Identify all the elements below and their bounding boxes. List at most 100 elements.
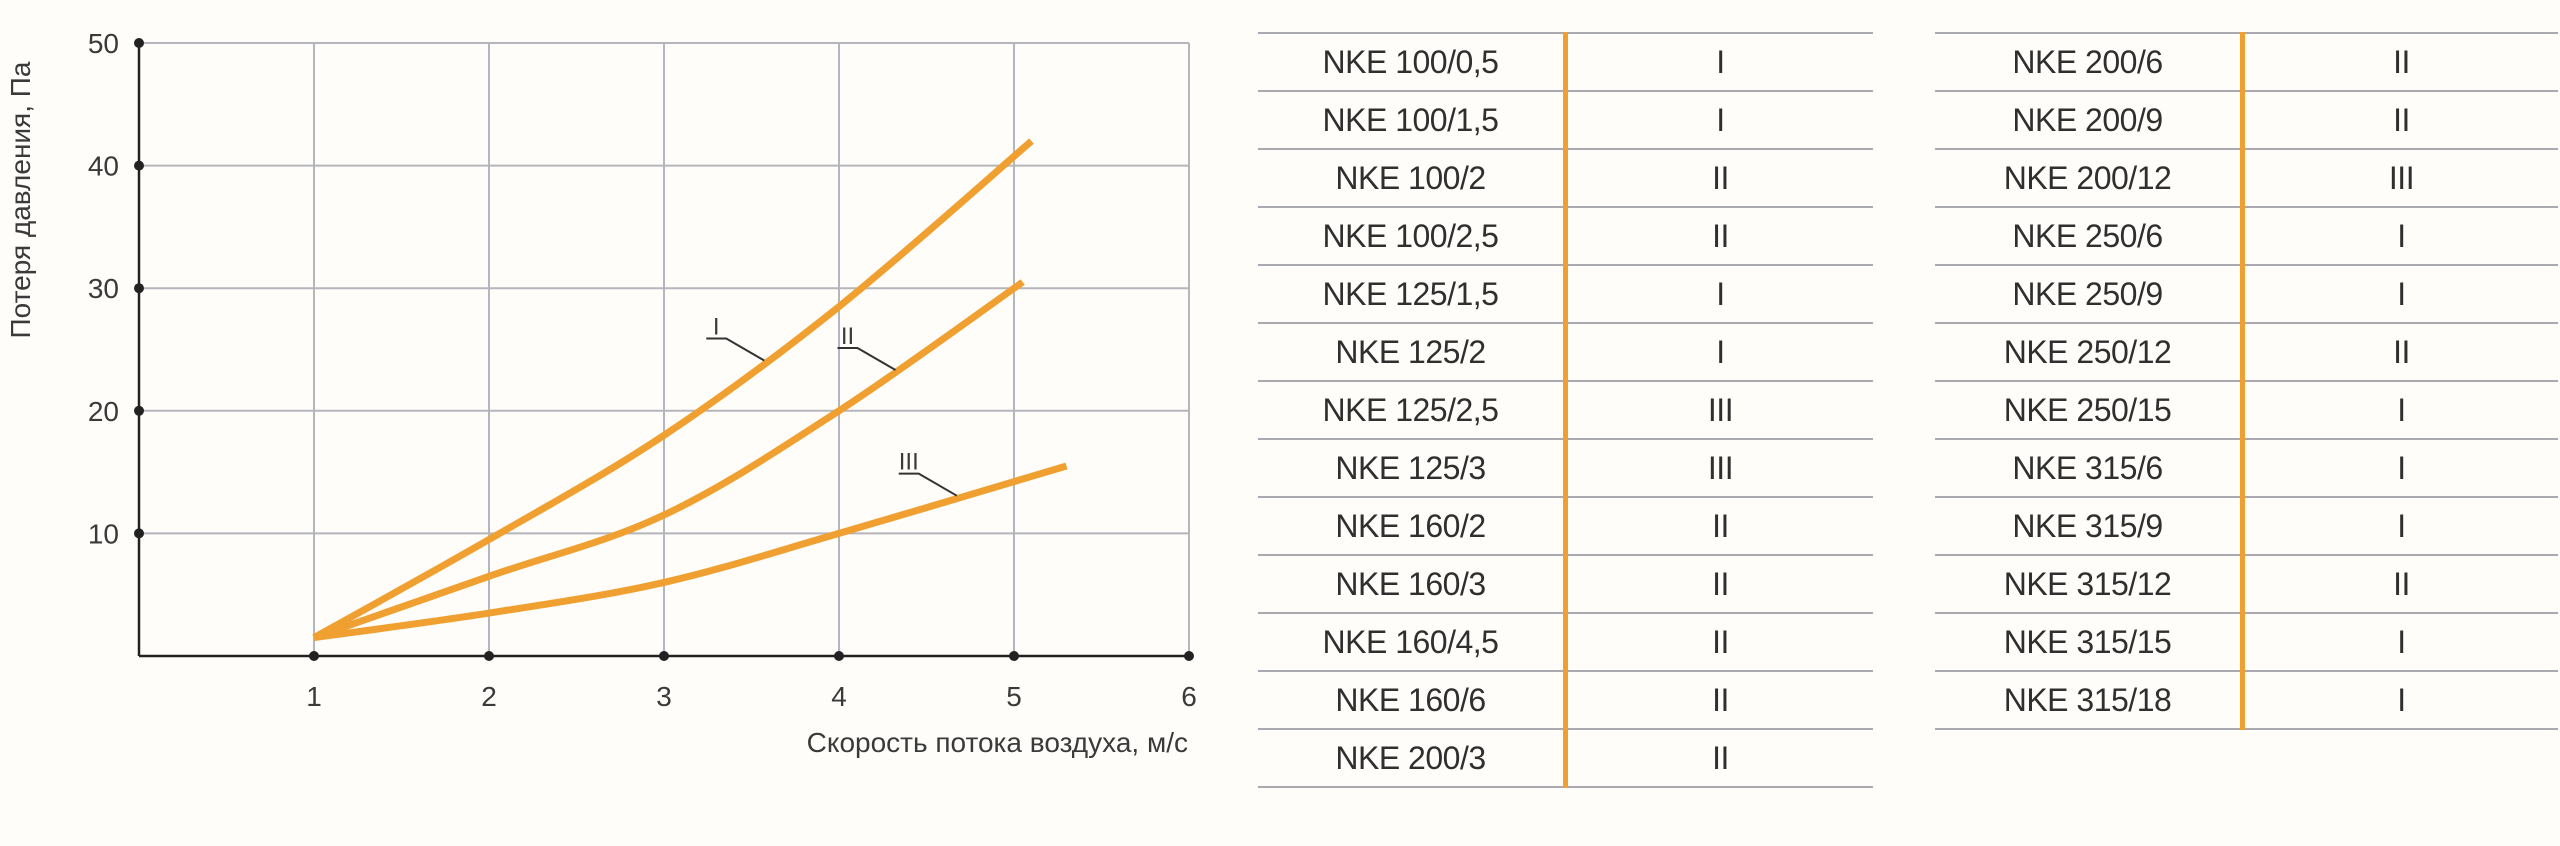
x-tick-label: 4 — [831, 681, 847, 712]
curve-label-leader — [837, 347, 897, 371]
curve-cell: III — [1565, 438, 1873, 497]
model-cell: NKE 250/9 — [1935, 264, 2245, 323]
x-tick-dot — [659, 651, 669, 661]
table-row: NKE 100/2,5 II — [1258, 206, 1873, 265]
chart-series — [312, 138, 1068, 642]
y-tick-label: 10 — [88, 518, 119, 549]
curve-cell: I — [1565, 32, 1873, 91]
y-tick-dot — [134, 38, 144, 48]
model-cell: NKE 125/2,5 — [1258, 380, 1568, 439]
table-row: NKE 125/2,5 III — [1258, 380, 1873, 439]
table-row: NKE 160/3 II — [1258, 554, 1873, 613]
y-tick-label: 30 — [88, 273, 119, 304]
y-tick-dot — [134, 528, 144, 539]
y-tick-dot — [134, 283, 144, 294]
model-cell: NKE 100/1,5 — [1258, 90, 1568, 149]
model-cell: NKE 250/15 — [1935, 380, 2245, 439]
model-cell: NKE 200/9 — [1935, 90, 2245, 149]
curve-cell: III — [1565, 380, 1873, 439]
model-cell: NKE 250/12 — [1935, 322, 2245, 381]
model-cell: NKE 160/4,5 — [1258, 612, 1568, 671]
model-cell: NKE 315/12 — [1935, 554, 2245, 613]
curve-cell: I — [2242, 438, 2558, 497]
y-tick-dot — [134, 405, 144, 416]
curve-cell: II — [2242, 90, 2558, 149]
table-row: NKE 125/2 I — [1258, 322, 1873, 381]
model-cell: NKE 315/9 — [1935, 496, 2245, 555]
curve-cell: I — [2242, 206, 2558, 265]
curve-cell: II — [1565, 728, 1873, 788]
model-cell: NKE 315/15 — [1935, 612, 2245, 671]
model-cell: NKE 100/0,5 — [1258, 32, 1568, 91]
y-axis-title: Потеря давления, Па — [5, 61, 36, 338]
table-row: NKE 160/6 II — [1258, 670, 1873, 729]
curve-cell: II — [1565, 206, 1873, 265]
curve-cell: I — [2242, 670, 2558, 730]
y-tick-label: 50 — [88, 28, 119, 59]
curve-label-leader — [706, 337, 765, 362]
table-row: NKE 100/0,5 I — [1258, 32, 1873, 91]
model-curve-table-right: NKE 200/6 II NKE 200/9 II NKE 200/12 III NKE 2… — [1935, 32, 2558, 730]
curve-cell: I — [2242, 612, 2558, 671]
curve-label-i: I — [713, 314, 720, 341]
curve-cell: I — [1565, 264, 1873, 323]
table-row: NKE 250/15 I — [1935, 380, 2558, 439]
x-tick-label: 6 — [1181, 681, 1197, 712]
table-row: NKE 315/6 I — [1935, 438, 2558, 497]
curve-cell: I — [1565, 90, 1873, 149]
x-tick-dot — [1184, 651, 1194, 661]
table-row: NKE 200/6 II — [1935, 32, 2558, 91]
curve-cell: I — [2242, 380, 2558, 439]
table-row: NKE 250/9 I — [1935, 264, 2558, 323]
model-cell: NKE 160/3 — [1258, 554, 1568, 613]
curve-cell: II — [1565, 554, 1873, 613]
curve-cell: II — [1565, 148, 1873, 207]
model-cell: NKE 125/2 — [1258, 322, 1568, 381]
model-cell: NKE 160/6 — [1258, 670, 1568, 729]
series-line-i — [312, 138, 1034, 641]
curve-cell: II — [2242, 322, 2558, 381]
table-row: NKE 100/2 II — [1258, 148, 1873, 207]
curve-cell: II — [1565, 612, 1873, 671]
curve-cell: II — [2242, 32, 2558, 91]
curve-label-ii: II — [841, 323, 854, 350]
x-tick-label: 5 — [1006, 681, 1022, 712]
curve-cell: II — [1565, 496, 1873, 555]
table-row: NKE 125/1,5 I — [1258, 264, 1873, 323]
curve-cell: II — [2242, 554, 2558, 613]
y-tick-label: 20 — [88, 396, 119, 427]
x-tick-dot — [1009, 651, 1019, 661]
model-cell: NKE 160/2 — [1258, 496, 1568, 555]
curve-cell: I — [1565, 322, 1873, 381]
table-row: NKE 200/12 III — [1935, 148, 2558, 207]
series-line-iii — [313, 462, 1068, 642]
table-row: NKE 250/6 I — [1935, 206, 2558, 265]
model-cell: NKE 125/3 — [1258, 438, 1568, 497]
y-tick-label: 40 — [88, 151, 119, 182]
table-row: NKE 315/9 I — [1935, 496, 2558, 555]
x-tick-label: 1 — [306, 681, 322, 712]
table-row: NKE 200/3 II — [1258, 728, 1873, 788]
table-row: NKE 125/3 III — [1258, 438, 1873, 497]
x-tick-dot — [834, 651, 844, 661]
series-line-ii — [312, 279, 1025, 641]
table-row: NKE 315/12 II — [1935, 554, 2558, 613]
x-tick-dot — [484, 651, 494, 661]
model-curve-table-left: NKE 100/0,5 I NKE 100/1,5 I NKE 100/2 II NKE 1… — [1258, 32, 1873, 788]
model-cell: NKE 250/6 — [1935, 206, 2245, 265]
x-tick-dot — [309, 651, 319, 661]
curve-cell: I — [2242, 264, 2558, 323]
table-row: NKE 315/15 I — [1935, 612, 2558, 671]
chart-ticks: 1 2 3 4 5 6 10 20 30 40 50 — [88, 28, 1197, 712]
model-cell: NKE 200/6 — [1935, 32, 2245, 91]
model-cell: NKE 125/1,5 — [1258, 264, 1568, 323]
chart-grid — [139, 42, 1190, 656]
curve-label-iii: III — [899, 449, 919, 476]
curve-cell: III — [2242, 148, 2558, 207]
curve-cell: II — [1565, 670, 1873, 729]
model-cell: NKE 200/12 — [1935, 148, 2245, 207]
x-tick-label: 3 — [656, 681, 672, 712]
table-row: NKE 160/2 II — [1258, 496, 1873, 555]
